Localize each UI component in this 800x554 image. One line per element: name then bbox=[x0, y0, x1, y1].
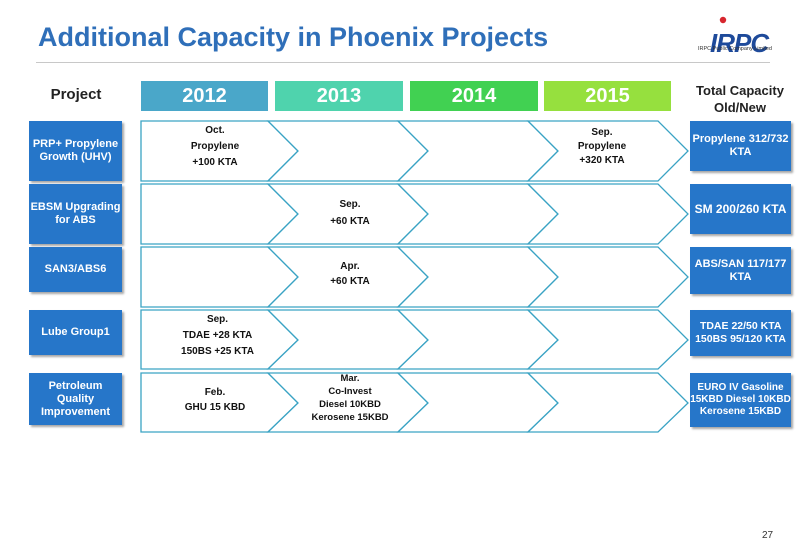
milestone-line: Diesel 10KBD bbox=[319, 399, 381, 410]
total-line: Gasoline 15KBD bbox=[690, 382, 784, 405]
project-petroleum-quality: Petroleum Quality Improvement bbox=[29, 373, 122, 425]
total-line: 200/260 KTA bbox=[715, 201, 787, 216]
project-label-line: EBSM bbox=[30, 201, 63, 213]
project-label-line: Improvement bbox=[40, 405, 111, 418]
page-number: 27 bbox=[762, 530, 774, 541]
project-ebsm-upgrading: EBSM Upgrading for ABS bbox=[29, 184, 122, 244]
chevron-row3-2015 bbox=[526, 246, 689, 308]
milestone-line: Kerosene 15KBD bbox=[311, 412, 389, 423]
total-line: SM bbox=[694, 201, 713, 216]
total-line: 150BS 95/120 KTA bbox=[695, 333, 786, 345]
project-label-line: PRP+ Propylene bbox=[32, 138, 119, 150]
chevron-row4-2015 bbox=[526, 309, 689, 370]
milestone-row3-2013: Apr. +60 KTA bbox=[290, 254, 410, 294]
total-line: ABS/SAN bbox=[694, 257, 745, 270]
total-abs-san: ABS/SAN 117/177 KTA bbox=[690, 247, 791, 294]
milestone-line: Propylene bbox=[190, 141, 240, 152]
project-lube-group1: Lube Group1 bbox=[29, 310, 122, 355]
milestone-row1-2015: Sep. Propylene +320 KTA bbox=[542, 125, 662, 169]
total-line: Diesel 10KBD bbox=[725, 394, 791, 405]
project-label-line: Lube Group1 bbox=[41, 326, 110, 338]
project-label-line: Growth (UHV) bbox=[39, 151, 112, 163]
irpc-logo: IRPC bbox=[710, 16, 771, 58]
milestone-line: Mar. bbox=[340, 373, 360, 384]
milestone-line: Feb. bbox=[204, 387, 226, 398]
total-line: Kerosene 15KBD bbox=[699, 406, 782, 417]
milestone-row5-2012: Feb. GHU 15 KBD bbox=[150, 380, 280, 420]
total-propylene: Propylene 312/732 KTA bbox=[690, 121, 791, 171]
total-capacity-header-line1: Total Capacity bbox=[696, 83, 784, 98]
milestone-row5-2013: Mar. Co-Invest Diesel 10KBD Kerosene 15K… bbox=[285, 372, 415, 424]
milestone-row2-2013: Sep. +60 KTA bbox=[290, 188, 410, 238]
total-line: EURO IV bbox=[697, 382, 739, 393]
total-capacity-header: Total Capacity Old/New bbox=[684, 82, 796, 116]
logo-text: IRPC bbox=[710, 28, 770, 58]
milestone-row1-2012: Oct. Propylene +100 KTA bbox=[150, 123, 280, 171]
total-euro-iv: EURO IV Gasoline 15KBD Diesel 10KBD Kero… bbox=[690, 373, 791, 427]
year-header-2014: 2014 bbox=[410, 81, 538, 111]
logo-subtitle: IRPC Public Company Limited bbox=[698, 46, 772, 52]
total-line: TDAE 22/50 KTA bbox=[699, 320, 782, 332]
title-divider bbox=[36, 62, 770, 63]
milestone-line: 150BS +25 KTA bbox=[181, 346, 254, 357]
milestone-line: +60 KTA bbox=[330, 216, 370, 227]
milestone-line: TDAE +28 KTA bbox=[182, 330, 253, 341]
chevron-row1-2015 bbox=[526, 120, 689, 182]
project-san3-abs6: SAN3/ABS6 bbox=[29, 247, 122, 292]
project-column-header: Project bbox=[50, 86, 102, 103]
total-line: Propylene bbox=[692, 133, 746, 145]
project-label-line: ABS bbox=[72, 214, 96, 226]
total-tdae-150bs: TDAE 22/50 KTA 150BS 95/120 KTA bbox=[690, 310, 791, 356]
milestone-line: +320 KTA bbox=[579, 155, 625, 166]
project-label-line: Petroleum bbox=[48, 379, 103, 392]
total-capacity-header-line2: Old/New bbox=[713, 100, 766, 115]
milestone-line: +60 KTA bbox=[330, 276, 370, 287]
milestone-row4-2012: Sep. TDAE +28 KTA 150BS +25 KTA bbox=[150, 312, 285, 360]
project-label-line: Upgrading for bbox=[55, 201, 121, 226]
milestone-line: Sep. bbox=[206, 314, 229, 325]
chevron-row3-2012 bbox=[140, 246, 299, 308]
milestone-line: Sep. bbox=[591, 127, 613, 138]
project-label-line: SAN3/ABS6 bbox=[44, 263, 107, 275]
total-sm: SM 200/260 KTA bbox=[690, 184, 791, 234]
chevron-row5-2015 bbox=[526, 372, 689, 433]
milestone-line: Apr. bbox=[340, 261, 360, 272]
slide-title: Additional Capacity in Phoenix Projects bbox=[38, 22, 549, 52]
year-header-2012: 2012 bbox=[141, 81, 268, 111]
year-header-2015: 2015 bbox=[544, 81, 671, 111]
project-label-line: Quality bbox=[56, 392, 95, 405]
milestone-line: GHU 15 KBD bbox=[184, 402, 246, 413]
milestone-line: Co-Invest bbox=[328, 386, 372, 397]
chevron-row2-2015 bbox=[526, 183, 689, 245]
chevron-row2-2012 bbox=[140, 183, 299, 245]
milestone-line: Oct. bbox=[205, 125, 225, 136]
year-header-2013: 2013 bbox=[275, 81, 403, 111]
milestone-line: +100 KTA bbox=[192, 157, 238, 168]
project-prp-propylene: PRP+ Propylene Growth (UHV) bbox=[29, 121, 122, 181]
total-line: 117/177 KTA bbox=[729, 257, 787, 283]
milestone-line: Propylene bbox=[577, 141, 627, 152]
total-line: 312/732 KTA bbox=[729, 133, 789, 158]
milestone-line: Sep. bbox=[339, 199, 361, 210]
